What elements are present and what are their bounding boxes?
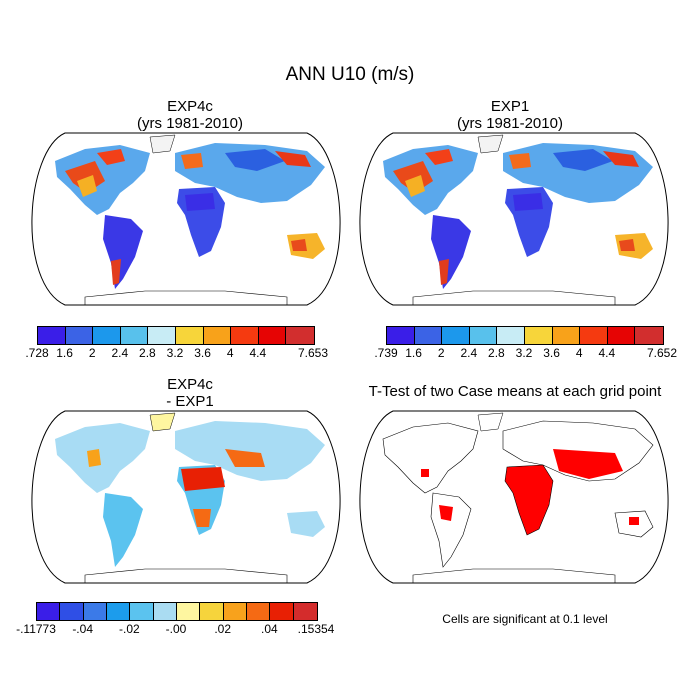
colorbar-swatch [552, 327, 581, 344]
colorbar-tick-label: 1.6 [405, 346, 422, 360]
panel-subtitle-line: (yrs 1981-2010) [457, 115, 563, 132]
australia [287, 511, 325, 537]
colorbar-exp1 [386, 326, 664, 345]
colorbar-swatch [37, 603, 61, 620]
colorbar-tick-label: .02 [214, 622, 231, 636]
greenland [477, 412, 504, 432]
panel-title-line: EXP1 [490, 98, 530, 115]
colorbar-tick-label: 7.653 [297, 346, 329, 360]
panel-title-difference: EXP4c - EXP1 [40, 376, 340, 410]
colorbar-tick-label: .739 [374, 346, 398, 360]
australia [614, 510, 654, 538]
colorbar-swatch [130, 603, 154, 620]
colorbar-tick-label: .15354 [297, 622, 335, 636]
colorbar-tick-label: 1.6 [56, 346, 73, 360]
colorbar-swatch [83, 603, 107, 620]
colorbar-swatch [60, 603, 84, 620]
south-america [103, 493, 143, 567]
greenland [149, 134, 176, 154]
south-america [431, 215, 471, 289]
africa [504, 464, 554, 536]
figure-title: ANN U10 (m/s) [285, 64, 415, 85]
map-ttest [359, 410, 669, 584]
panel-title-line: EXP4c [167, 376, 213, 393]
colorbar-tick-label: 4.4 [249, 346, 267, 360]
colorbar-tick-label: 4 [575, 346, 583, 360]
map-exp4c [31, 132, 341, 306]
colorbar-swatch [200, 603, 224, 620]
colorbar-tick-label: 7.652 [646, 346, 678, 360]
colorbar-tick-label: 2.8 [139, 346, 156, 360]
antarctica [84, 568, 288, 583]
colorbar-swatch [106, 603, 131, 620]
map-difference [31, 410, 341, 584]
colorbar-swatch [203, 327, 232, 344]
colorbar-swatch [120, 327, 149, 344]
colorbar-swatch [293, 603, 317, 620]
south-america [430, 492, 472, 568]
colorbar-swatch [635, 327, 663, 344]
colorbar-tick-label: 4.4 [598, 346, 616, 360]
colorbar-swatch [607, 327, 636, 344]
colorbar-swatch [175, 327, 204, 344]
colorbar-tick-label: 4 [226, 346, 234, 360]
colorbar-swatch [497, 327, 525, 344]
panel-subtitle-line: (yrs 1981-2010) [137, 115, 243, 132]
colorbar-swatch [414, 327, 443, 344]
colorbar-tick-label: .728 [25, 346, 49, 360]
colorbar-swatch [246, 603, 271, 620]
colorbar-swatch [524, 327, 553, 344]
significance-note: Cells are significant at 0.1 level [442, 612, 608, 626]
colorbar-swatch [223, 603, 247, 620]
colorbar-swatch [442, 327, 470, 344]
colorbar-tick-label: 2 [88, 346, 96, 360]
greenland [477, 134, 504, 154]
colorbar-difference [36, 602, 318, 621]
colorbar-swatch [270, 603, 294, 620]
colorbar-tick-label: -.02 [118, 622, 140, 636]
north-america [55, 423, 150, 493]
greenland [149, 412, 176, 432]
panel-title-exp4c: EXP4c (yrs 1981-2010) [40, 98, 340, 132]
colorbar-tick-label: 2.8 [488, 346, 505, 360]
antarctica [412, 568, 616, 583]
south-america [103, 215, 143, 289]
colorbar-tick-label: 2.4 [460, 346, 478, 360]
colorbar-tick-label: -.04 [72, 622, 93, 636]
panel-title-ttest: T-Test of two Case means at each grid po… [368, 383, 662, 400]
colorbar-swatch [580, 327, 608, 344]
panel-title-line: EXP4c [167, 98, 213, 115]
colorbar-exp4c [37, 326, 315, 345]
panel-subtitle-line: - EXP1 [166, 393, 214, 410]
colorbar-swatch [93, 327, 121, 344]
colorbar-tick-label: .04 [260, 622, 278, 636]
colorbar-tick-label: 2 [437, 346, 445, 360]
colorbar-tick-label: 3.2 [515, 346, 533, 360]
colorbar-swatch [258, 327, 287, 344]
colorbar-tick-label: -.00 [165, 622, 187, 636]
colorbar-tick-label: 3.2 [166, 346, 184, 360]
north-america [382, 422, 479, 494]
colorbar-swatch [387, 327, 415, 344]
colorbar-swatch [286, 327, 314, 344]
colorbar-swatch [231, 327, 259, 344]
colorbar-swatch [469, 327, 498, 344]
antarctica [412, 290, 616, 305]
map-exp1 [359, 132, 669, 306]
colorbar-tick-label: 3.6 [543, 346, 560, 360]
colorbar-swatch [148, 327, 176, 344]
panel-title-exp1: EXP1 (yrs 1981-2010) [360, 98, 660, 132]
colorbar-swatch [176, 603, 201, 620]
europe-asia [175, 421, 325, 481]
colorbar-tick-label: 2.4 [111, 346, 129, 360]
colorbar-tick-label: 3.6 [194, 346, 211, 360]
colorbar-swatch [153, 603, 177, 620]
colorbar-swatch [65, 327, 94, 344]
antarctica [84, 290, 288, 305]
colorbar-swatch [38, 327, 66, 344]
colorbar-tick-label: -.11773 [16, 622, 56, 636]
